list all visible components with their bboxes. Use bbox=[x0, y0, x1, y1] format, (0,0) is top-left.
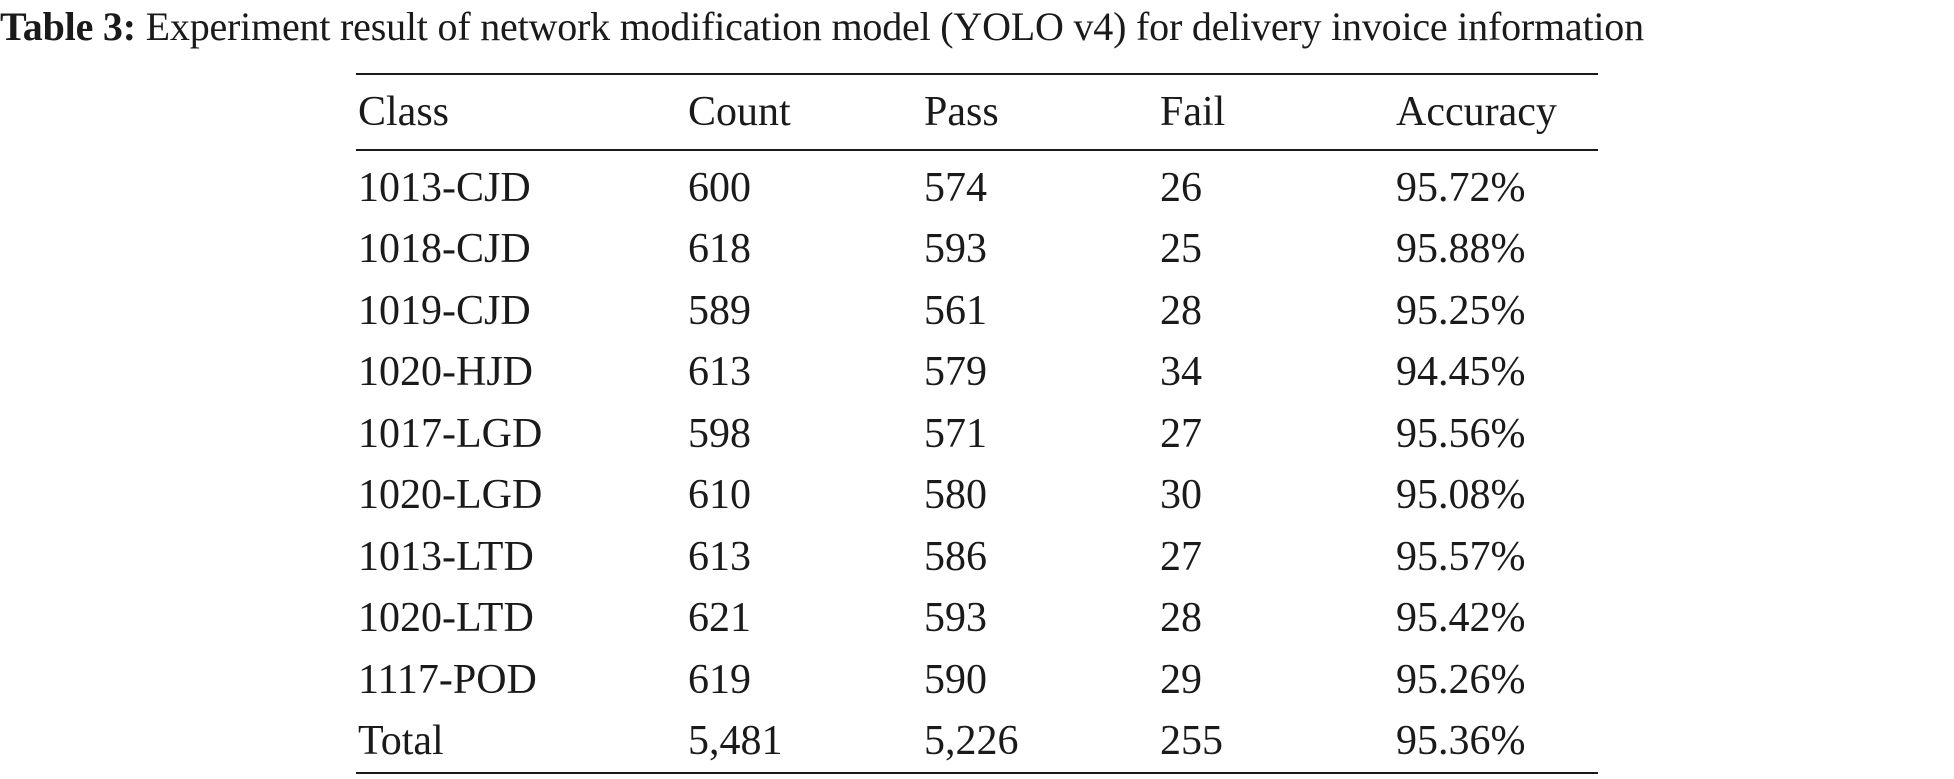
cell-pass: 590 bbox=[924, 656, 987, 703]
cell-fail: 29 bbox=[1160, 656, 1202, 703]
cell-pass: 571 bbox=[924, 410, 987, 457]
cell-accuracy: 95.88% bbox=[1396, 226, 1526, 273]
cell-count: 610 bbox=[688, 472, 751, 519]
caption-text: Experiment result of network modificatio… bbox=[145, 4, 1644, 49]
cell-class: 1013-LTD bbox=[358, 533, 534, 580]
table-row: 1017-LGD 598 571 27 95.56% bbox=[356, 403, 1598, 465]
cell-fail: 28 bbox=[1160, 595, 1202, 642]
table-row: 1117-POD 619 590 29 95.26% bbox=[356, 649, 1598, 711]
cell-count: 5,481 bbox=[688, 718, 783, 765]
cell-count: 613 bbox=[688, 533, 751, 580]
cell-class: 1017-LGD bbox=[358, 410, 543, 457]
cell-class: 1018-CJD bbox=[358, 226, 531, 273]
cell-pass: 593 bbox=[924, 595, 987, 642]
cell-accuracy: 95.72% bbox=[1396, 164, 1526, 211]
cell-accuracy: 95.26% bbox=[1396, 656, 1526, 703]
cell-accuracy: 95.57% bbox=[1396, 533, 1526, 580]
cell-fail: 27 bbox=[1160, 410, 1202, 457]
cell-fail: 26 bbox=[1160, 164, 1202, 211]
table-caption: Table 3: Experiment result of network mo… bbox=[0, 2, 1954, 52]
header-count: Count bbox=[688, 89, 791, 135]
cell-pass: 561 bbox=[924, 287, 987, 334]
cell-class: 1020-HJD bbox=[358, 349, 533, 396]
table-body: 1013-CJD 600 574 26 95.72% 1018-CJD 618 … bbox=[356, 150, 1598, 773]
caption-label: Table 3: bbox=[0, 4, 136, 49]
table-row: 1020-LGD 610 580 30 95.08% bbox=[356, 465, 1598, 527]
cell-count: 598 bbox=[688, 410, 751, 457]
header-fail: Fail bbox=[1160, 89, 1226, 135]
cell-fail: 255 bbox=[1160, 718, 1223, 765]
cell-pass: 579 bbox=[924, 349, 987, 396]
cell-pass: 586 bbox=[924, 533, 987, 580]
table-row: 1020-LTD 621 593 28 95.42% bbox=[356, 588, 1598, 650]
results-table: Class Count Pass Fail Accuracy 1013-CJD … bbox=[356, 73, 1598, 774]
cell-class: 1013-CJD bbox=[358, 164, 531, 211]
cell-count: 618 bbox=[688, 226, 751, 273]
cell-pass: 5,226 bbox=[924, 718, 1019, 765]
table-row: 1020-HJD 613 579 34 94.45% bbox=[356, 342, 1598, 404]
header-class: Class bbox=[358, 89, 450, 135]
cell-fail: 34 bbox=[1160, 349, 1202, 396]
cell-pass: 593 bbox=[924, 226, 987, 273]
cell-class: 1019-CJD bbox=[358, 287, 531, 334]
cell-pass: 574 bbox=[924, 164, 987, 211]
cell-accuracy: 95.56% bbox=[1396, 410, 1526, 457]
table-row: 1019-CJD 589 561 28 95.25% bbox=[356, 280, 1598, 342]
results-table-container: Class Count Pass Fail Accuracy 1013-CJD … bbox=[356, 73, 1598, 774]
cell-pass: 580 bbox=[924, 472, 987, 519]
table-header-row: Class Count Pass Fail Accuracy bbox=[356, 74, 1598, 150]
cell-count: 619 bbox=[688, 656, 751, 703]
cell-class: 1020-LGD bbox=[358, 472, 543, 519]
table-total-row: Total 5,481 5,226 255 95.36% bbox=[356, 711, 1598, 773]
cell-accuracy: 95.25% bbox=[1396, 287, 1526, 334]
cell-class: Total bbox=[358, 718, 444, 765]
cell-fail: 28 bbox=[1160, 287, 1202, 334]
cell-count: 589 bbox=[688, 287, 751, 334]
cell-count: 621 bbox=[688, 595, 751, 642]
cell-count: 613 bbox=[688, 349, 751, 396]
header-pass: Pass bbox=[924, 89, 999, 135]
cell-accuracy: 95.42% bbox=[1396, 595, 1526, 642]
cell-fail: 30 bbox=[1160, 472, 1202, 519]
header-accuracy: Accuracy bbox=[1396, 89, 1557, 135]
cell-class: 1020-LTD bbox=[358, 595, 534, 642]
table-row: 1013-CJD 600 574 26 95.72% bbox=[356, 150, 1598, 219]
cell-count: 600 bbox=[688, 164, 751, 211]
cell-accuracy: 95.08% bbox=[1396, 472, 1526, 519]
cell-accuracy: 95.36% bbox=[1396, 718, 1526, 765]
table-row: 1018-CJD 618 593 25 95.88% bbox=[356, 219, 1598, 281]
cell-fail: 25 bbox=[1160, 226, 1202, 273]
table-row: 1013-LTD 613 586 27 95.57% bbox=[356, 526, 1598, 588]
cell-accuracy: 94.45% bbox=[1396, 349, 1526, 396]
cell-class: 1117-POD bbox=[358, 656, 537, 703]
cell-fail: 27 bbox=[1160, 533, 1202, 580]
